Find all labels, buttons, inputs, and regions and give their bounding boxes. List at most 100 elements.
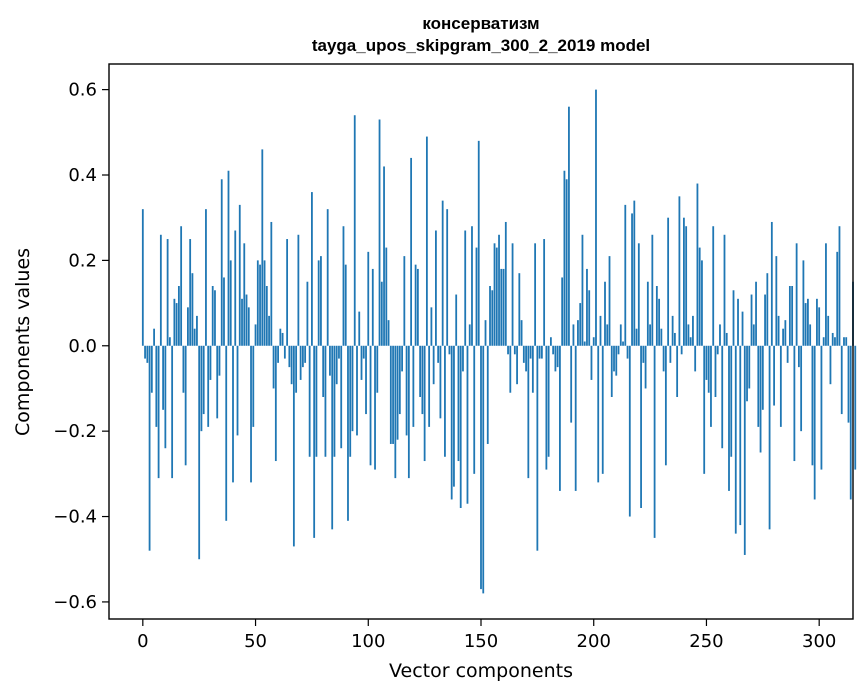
bar — [561, 277, 564, 346]
bar — [549, 337, 552, 346]
bar — [701, 260, 703, 346]
bar — [775, 256, 778, 346]
bar — [520, 320, 523, 346]
bar — [822, 337, 825, 346]
bar — [252, 345, 255, 427]
bar — [779, 345, 782, 427]
bar — [288, 345, 291, 368]
bar — [191, 273, 194, 346]
bar — [694, 345, 697, 372]
bar — [416, 268, 419, 346]
x-axis-ticks: 0 50 100 150 200 250 300 — [137, 619, 836, 652]
bar — [256, 260, 259, 346]
bar — [795, 243, 798, 346]
bar — [574, 345, 577, 491]
bar — [448, 345, 451, 355]
bar — [383, 166, 385, 346]
bar — [410, 157, 413, 346]
bar — [274, 345, 277, 462]
bar — [150, 345, 153, 393]
bar — [159, 234, 162, 346]
bar — [714, 345, 717, 397]
bar — [586, 268, 588, 346]
bar — [500, 268, 503, 346]
bar — [601, 345, 604, 474]
bar — [374, 345, 376, 470]
bar — [579, 303, 582, 346]
y-axis-label: Components values — [12, 248, 34, 436]
bar — [196, 315, 198, 346]
bar — [728, 345, 730, 491]
bar — [353, 115, 356, 346]
bar — [450, 345, 453, 500]
bar — [843, 337, 845, 346]
bar — [626, 345, 629, 359]
bar — [313, 345, 316, 538]
bar — [369, 345, 372, 466]
bar — [489, 286, 491, 346]
bar — [146, 345, 149, 363]
bar — [739, 345, 742, 526]
bar — [660, 328, 663, 346]
bar — [344, 264, 347, 346]
bar — [211, 286, 214, 346]
bar — [182, 345, 185, 393]
bar — [818, 307, 821, 346]
bar — [403, 256, 406, 346]
bar — [570, 345, 573, 423]
bar — [164, 345, 167, 449]
bar — [809, 324, 812, 346]
bar — [734, 345, 737, 534]
bar — [651, 234, 654, 346]
bar — [365, 345, 367, 415]
bar — [223, 277, 225, 346]
bar — [836, 251, 839, 346]
bar — [306, 281, 309, 346]
bar — [793, 345, 796, 462]
bar — [498, 234, 500, 346]
y-tick-label: 0.4 — [68, 165, 97, 186]
bar — [189, 239, 192, 346]
bar — [459, 345, 462, 508]
bar — [540, 345, 543, 359]
bar — [563, 170, 566, 346]
bar — [297, 234, 300, 346]
bar — [617, 345, 620, 355]
bar — [153, 328, 155, 346]
bar — [157, 345, 160, 479]
bar — [592, 337, 595, 346]
bar — [234, 230, 237, 346]
bar — [218, 345, 221, 376]
bar — [802, 260, 805, 346]
bar — [435, 230, 437, 346]
bar — [658, 298, 661, 346]
bar — [148, 345, 151, 551]
bar — [721, 345, 724, 449]
bar — [261, 149, 264, 346]
bar — [141, 209, 144, 346]
bar — [362, 345, 365, 359]
bar — [673, 332, 676, 346]
y-axis-ticks: −0.6 −0.4 −0.2 0.0 0.2 0.4 0.6 — [53, 80, 109, 613]
bar — [475, 247, 478, 346]
bar — [265, 286, 268, 346]
bar — [741, 311, 744, 346]
bar — [588, 290, 591, 346]
bar — [254, 324, 257, 346]
bar — [604, 281, 606, 346]
bar — [477, 140, 480, 346]
bar — [356, 345, 358, 436]
bar — [831, 332, 834, 346]
bar — [270, 221, 273, 346]
bar — [680, 345, 683, 355]
bar — [633, 200, 636, 346]
bar — [748, 345, 751, 389]
bar — [640, 345, 642, 508]
bar — [825, 243, 827, 346]
bar — [703, 345, 706, 474]
bar — [205, 209, 207, 346]
bar — [757, 345, 760, 427]
bar — [173, 298, 176, 346]
bar — [187, 307, 189, 346]
bar — [649, 324, 651, 346]
